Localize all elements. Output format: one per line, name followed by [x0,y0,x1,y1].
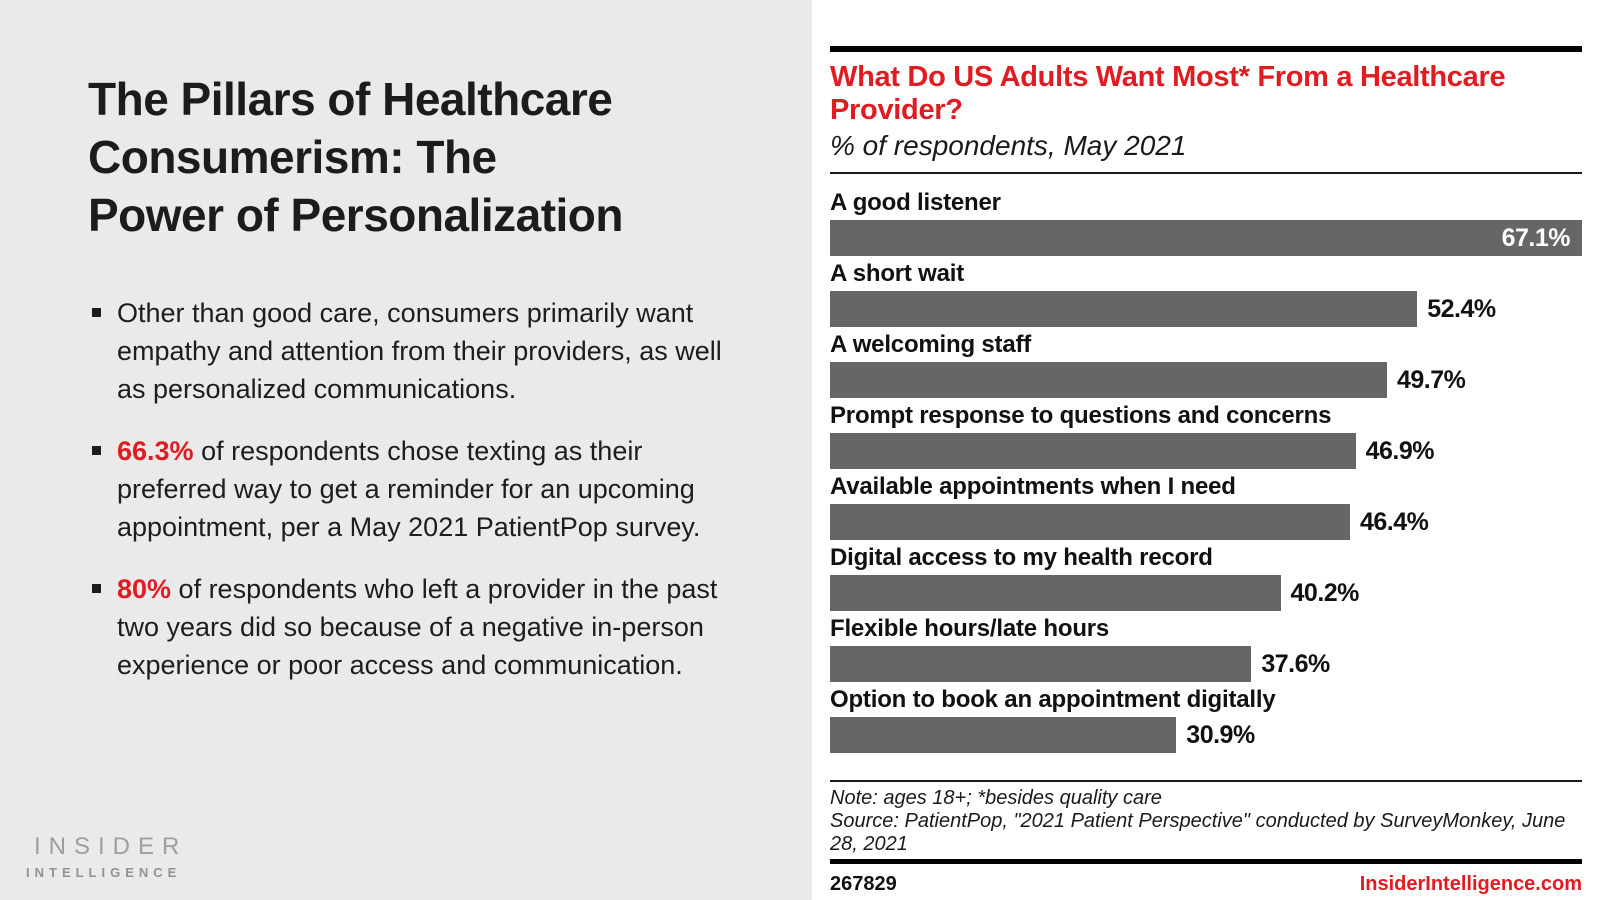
chart-title-line-2: Provider? [830,94,963,126]
chart-bottom-rule [830,859,1582,864]
bar-value-label: 52.4% [1427,294,1496,323]
bar-value-label: 46.4% [1360,507,1429,536]
bar-track: 46.4% [830,504,1582,540]
bullet-text: 66.3% of respondents chose texting as th… [117,436,701,542]
page-title: The Pillars of Healthcare Consumerism: T… [88,70,748,244]
bar-value-label: 67.1% [1501,223,1571,252]
insider-intelligence-logo: INSIDER INTELLIGENCE [26,833,187,880]
bar-track: 52.4% [830,291,1582,327]
bullet-marker [92,308,101,317]
bar-value-label: 49.7% [1396,365,1466,394]
chart-source: Source: PatientPop, "2021 Patient Perspe… [830,810,1566,855]
bar-track: 67.1% [830,220,1582,256]
bullet-text: Other than good care, consumers primaril… [117,298,722,404]
chart-row: Prompt response to questions and concern… [830,402,1582,473]
bar [830,646,1252,682]
chart-note: Note: ages 18+; *besides quality care [830,787,1162,809]
logo-intelligence-text: INTELLIGENCE [26,865,182,880]
bar-track: 46.9% [830,433,1582,469]
bar-track: 30.9% [830,717,1582,753]
website-link[interactable]: InsiderIntelligence.com [1359,873,1582,895]
chart-footer-divider [830,780,1582,782]
bar [830,504,1350,540]
highlight-stat: 66.3% [117,436,194,466]
chart-row: A welcoming staff 49.7% [830,331,1582,402]
chart-header-divider [830,172,1582,174]
chart-row: Available appointments when I need 46.4% [830,473,1582,544]
highlight-stat: 80% [117,574,172,604]
logo-insider-text: INSIDER [34,833,188,860]
chart-title-line-1: What Do US Adults Want Most* From a Heal… [830,61,1506,93]
bar-track: 49.7% [830,362,1582,398]
chart-subtitle: % of respondents, May 2021 [830,130,1187,161]
chart-row: Digital access to my health record 40.2% [830,544,1582,615]
bar [830,575,1281,611]
chart-title: What Do US Adults Want Most* From a Heal… [830,61,1582,127]
bullet-marker [92,446,101,455]
chart-top-rule [830,46,1582,52]
chart-row: A short wait 52.4% [830,260,1582,331]
chart-row: Flexible hours/late hours 37.6% [830,615,1582,686]
bullet-item: 80% of respondents who left a provider i… [92,570,724,684]
bar-track: 37.6% [830,646,1582,682]
chart-row: Option to book an appointment digitally 3… [830,686,1582,757]
bar-value-label: 30.9% [1186,720,1255,749]
chart-panel: What Do US Adults Want Most* From a Heal… [812,0,1600,900]
bar-chart: A good listener 67.1% A short wait 52.4% A w… [830,189,1582,757]
page-title-line-1: The Pillars of Healthcare [88,73,613,125]
page-title-line-2: Consumerism: The [88,131,497,183]
page-title-line-3: Power of Personalization [88,189,624,241]
left-panel: The Pillars of Healthcare Consumerism: T… [0,0,812,900]
bar [830,362,1387,398]
bar [830,220,1582,256]
bar-category-label: Option to book an appointment digitally [830,686,1276,713]
chart-id: 267829 [830,873,897,895]
bar-category-label: A welcoming staff [830,331,1032,358]
bar-category-label: Available appointments when I need [830,473,1236,500]
bar [830,433,1356,469]
chart-footer: 267829 InsiderIntelligence.com [830,873,1582,896]
bar-value-label: 46.9% [1365,436,1435,465]
chart-row: A good listener 67.1% [830,189,1582,260]
bar-value-label: 40.2% [1290,578,1360,607]
bar-category-label: A short wait [830,260,965,287]
bullet-list: Other than good care, consumers primaril… [92,294,724,684]
bar-category-label: Flexible hours/late hours [830,615,1110,642]
bullet-item: 66.3% of respondents chose texting as th… [92,432,724,546]
bullet-text: 80% of respondents who left a provider i… [117,574,718,680]
bar-category-label: Digital access to my health record [830,544,1213,571]
bar-value-label: 37.6% [1261,649,1330,678]
bar-track: 40.2% [830,575,1582,611]
bar-category-label: Prompt response to questions and concern… [830,402,1332,429]
bar [830,291,1418,327]
bar-category-label: A good listener [830,189,1001,216]
bar [830,717,1177,753]
bullet-item: Other than good care, consumers primaril… [92,294,724,408]
bullet-marker [92,584,101,593]
